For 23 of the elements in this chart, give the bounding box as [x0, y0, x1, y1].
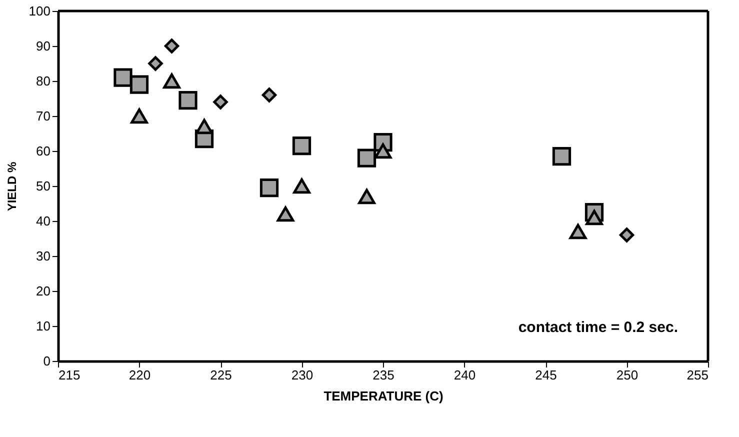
x-tick-label: 255	[686, 368, 708, 382]
annotation: contact time = 0.2 sec.	[518, 319, 678, 336]
y-tick-label: 60	[36, 144, 50, 158]
x-tick-label: 230	[291, 368, 314, 382]
y-tick-label: 0	[43, 354, 50, 368]
y-tick-label: 50	[36, 178, 50, 194]
x-axis-title: TEMPERATURE (C)	[324, 388, 444, 404]
y-tick-label: 40	[36, 214, 50, 228]
y-tick-label: 100	[28, 4, 50, 18]
y-tick-label: 80	[36, 74, 50, 88]
y-tick-label: 30	[36, 248, 50, 264]
x-tick-label: 245	[535, 368, 557, 382]
y-tick-label: 10	[36, 318, 50, 334]
x-tick-label: 225	[210, 368, 232, 382]
x-tick-label: 240	[454, 368, 476, 382]
y-tick-label: 90	[36, 38, 50, 54]
y-tick-label: 20	[36, 284, 50, 298]
x-tick-label: 250	[616, 368, 638, 382]
x-tick-label: 215	[58, 368, 80, 382]
y-axis-title: YIELD %	[4, 162, 19, 212]
y-tick-label: 70	[36, 108, 50, 124]
x-tick-label: 220	[128, 368, 151, 382]
x-tick-label: 235	[372, 368, 394, 382]
